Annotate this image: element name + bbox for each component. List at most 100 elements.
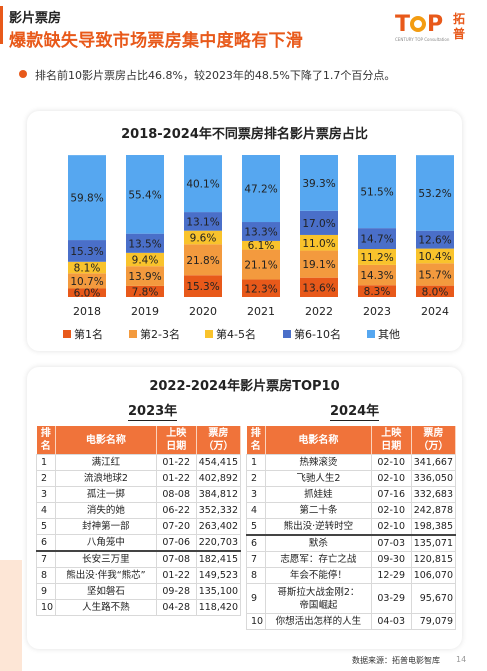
film-cell: 默杀 (265, 534, 372, 552)
page-headline: 爆款缺失导致市场票房集中度略有下滑 (9, 31, 304, 51)
bar-segment (358, 285, 396, 297)
x-tick-label: 2019 (131, 305, 159, 318)
film-cell: 坚如磐石 (55, 583, 157, 600)
bar-segment (358, 155, 396, 229)
date-cell: 02-10 (370, 502, 412, 519)
table-row: 7 长安三万里 07-08 182,415 (35, 550, 242, 568)
x-tick-label: 2022 (305, 305, 333, 318)
data-label: 8.3% (364, 286, 391, 298)
bar-segment (184, 244, 222, 276)
bar-segment (300, 210, 338, 235)
date-cell: 07-08 (155, 550, 197, 568)
rank-cell: 7 (245, 551, 267, 568)
date-cell: 07-03 (370, 534, 412, 552)
rank-cell: 6 (245, 534, 267, 552)
legend-label: 第2-3名 (140, 327, 180, 341)
data-label: 8.0% (422, 286, 449, 298)
decorative-strip (0, 560, 22, 671)
bar-segment (358, 249, 396, 265)
data-label: 53.2% (418, 188, 451, 200)
film-cell: 第二十条 (265, 502, 372, 519)
data-label: 55.4% (128, 189, 161, 201)
rank-cell: 10 (35, 599, 57, 616)
bar-segment (68, 155, 106, 241)
data-label: 21.1% (244, 260, 277, 272)
share-chart-panel: 2018-2024年不同票房排名影片票房占比 6.0% 10.7% 8.1% 15.3… (27, 111, 462, 351)
bar-segment (68, 240, 106, 262)
date-cell: 01-22 (155, 567, 197, 584)
table-row: 4 第二十条 02-10 242,878 (245, 502, 457, 519)
top10-table-2024: 排名 电影名称 上映 日期 票房 （万） 1 热辣滚烫 02-10 341,667 2 飞驰人… (245, 426, 457, 630)
bar-segment (126, 233, 164, 253)
data-label: 15.7% (418, 269, 451, 281)
data-label: 10.4% (418, 251, 451, 263)
legend-label: 其他 (378, 328, 400, 341)
top10-title: 2022-2024年影片票房TOP10 (149, 379, 340, 394)
date-cell: 12-29 (370, 567, 412, 584)
legend-swatch (63, 330, 71, 338)
bar-segment (300, 234, 338, 251)
data-label: 15.3% (70, 246, 103, 258)
bar-segment (126, 155, 164, 234)
data-label: 13.5% (128, 238, 161, 250)
rank-cell: 3 (35, 486, 57, 503)
film-cell: 熊出没·逆转时空 (265, 518, 372, 536)
date-cell: 07-16 (370, 486, 412, 503)
data-label: 13.9% (128, 271, 161, 283)
date-cell: 09-28 (155, 583, 197, 600)
table-row: 3 抓娃娃 07-16 332,683 (245, 486, 457, 503)
box-cell: 120,815 (410, 551, 457, 568)
data-label: 11.2% (360, 252, 393, 264)
rank-cell: 1 (245, 454, 267, 471)
logo-chinese: 拓普 (453, 12, 466, 41)
date-cell: 03-29 (370, 583, 412, 614)
bar-segment (68, 261, 106, 274)
film-cell: 热辣滚烫 (265, 454, 372, 471)
chart-title: 2018-2024年不同票房排名影片票房占比 (121, 127, 368, 142)
box-cell: 384,812 (195, 486, 242, 503)
date-cell: 06-22 (155, 502, 197, 519)
bar-segment (242, 279, 280, 297)
bar-segment (242, 222, 280, 241)
table-row: 9 坚如磐石 09-28 135,100 (35, 583, 242, 600)
rank-cell: 1 (35, 454, 57, 471)
legend-swatch (129, 330, 137, 338)
data-label: 6.0% (74, 288, 101, 300)
table-row: 2 飞驰人生2 02-10 336,050 (245, 470, 457, 487)
data-label: 40.1% (186, 179, 219, 191)
data-label: 10.7% (70, 276, 103, 288)
box-cell: 242,878 (410, 502, 457, 519)
table-header-row: 排名 电影名称 上映 日期 票房 （万） (36, 426, 242, 455)
bar-segment (358, 264, 396, 286)
film-cell: 飞驰人生2 (265, 470, 372, 487)
bar-segment (242, 249, 280, 280)
data-label: 11.0% (302, 238, 335, 250)
bar-segment (416, 285, 454, 297)
bar-segment (68, 273, 106, 289)
bar-segment (416, 248, 454, 264)
bar-segment (184, 212, 222, 231)
bar-segment (300, 250, 338, 278)
date-cell: 02-10 (370, 454, 412, 471)
header-date: 上映 日期 (371, 426, 412, 455)
table-row: 10 人生路不熟 04-28 118,420 (35, 599, 242, 616)
page-number: 14 (456, 655, 467, 664)
box-cell: 118,420 (195, 599, 242, 616)
box-cell: 135,100 (195, 583, 242, 600)
data-source: 数据来源：拓普电影智库 (352, 656, 440, 665)
data-label: 14.7% (360, 234, 393, 246)
box-cell: 454,415 (195, 454, 242, 471)
data-label: 7.8% (132, 286, 159, 298)
data-label: 13.1% (186, 216, 219, 228)
data-label: 15.3% (186, 281, 219, 293)
film-cell: 年会不能停！ (265, 567, 372, 584)
film-cell: 熊出没·伴我“熊芯” (55, 567, 157, 584)
header-film: 电影名称 (55, 426, 157, 455)
table-row: 4 消失的她 06-22 352,332 (35, 502, 242, 519)
table-row: 7 志愿军：存亡之战 09-30 120,815 (245, 551, 457, 568)
key-finding: 排名前10影片票房占比46.8%，较2023年的48.5%下降了1.7个百分点。 (35, 69, 396, 82)
header-rank: 排名 (36, 426, 57, 455)
data-label: 39.3% (302, 178, 335, 190)
box-cell: 352,332 (195, 502, 242, 519)
